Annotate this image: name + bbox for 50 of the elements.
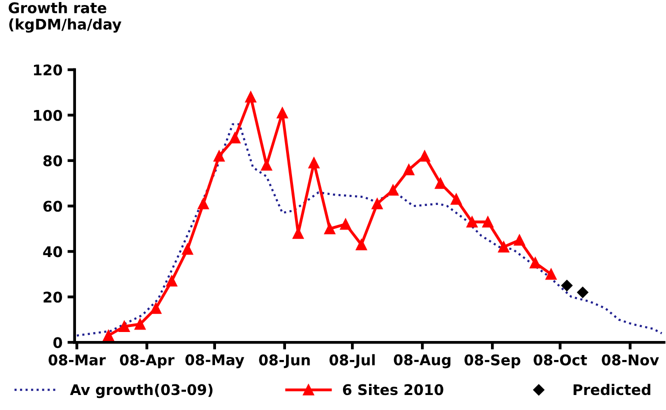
point — [134, 318, 146, 330]
point — [340, 218, 352, 230]
point — [546, 268, 557, 280]
y-tick-label: 120 — [34, 64, 62, 76]
x-tick-label: 08-Mar — [48, 354, 106, 366]
x-tick-label: 08-Jun — [259, 354, 310, 368]
point — [561, 280, 572, 292]
x-tick-label: 08-Jul — [329, 354, 375, 368]
x-tick-label: 08-Sep — [464, 354, 520, 368]
point — [498, 241, 510, 252]
y-tick-label: 40 — [43, 246, 62, 258]
point — [434, 178, 446, 189]
point — [356, 239, 367, 250]
point — [372, 198, 383, 210]
point — [102, 330, 114, 342]
point — [530, 257, 541, 268]
point — [198, 198, 209, 210]
point — [260, 160, 272, 171]
point — [308, 157, 320, 168]
y-tick-label: 20 — [44, 292, 62, 303]
y-axis-title: Growth rate (kgDM/ha/day — [8, 2, 122, 33]
legend-label: Av growth(03-09) — [70, 384, 212, 398]
point — [182, 244, 194, 255]
y-tick-label: 100 — [34, 110, 62, 121]
point — [466, 216, 478, 228]
point — [214, 150, 225, 162]
point — [245, 91, 256, 103]
point — [229, 132, 240, 144]
point — [450, 194, 462, 205]
point — [419, 150, 430, 162]
y-tick-label: 0 — [53, 337, 62, 348]
x-tick-label: 08-May — [185, 354, 244, 368]
point — [150, 302, 162, 314]
point — [118, 320, 130, 332]
point — [577, 286, 588, 298]
legend-label: Predicted — [574, 384, 650, 396]
y-tick-label: 60 — [43, 200, 62, 212]
point — [387, 184, 399, 196]
y-tick-label: 80 — [43, 155, 62, 166]
point — [276, 107, 288, 118]
x-tick-label: 08-Apr — [120, 354, 174, 368]
point — [166, 275, 178, 287]
x-tick-label: 08-Aug — [394, 354, 450, 368]
point — [514, 234, 526, 246]
x-tick-label: 08-Oct — [534, 354, 587, 366]
x-tick-label: 08-Nov — [602, 354, 659, 366]
legend-label: 6 Sites 2010 — [342, 384, 444, 396]
point — [482, 216, 494, 228]
point — [324, 223, 336, 234]
point — [403, 164, 414, 176]
